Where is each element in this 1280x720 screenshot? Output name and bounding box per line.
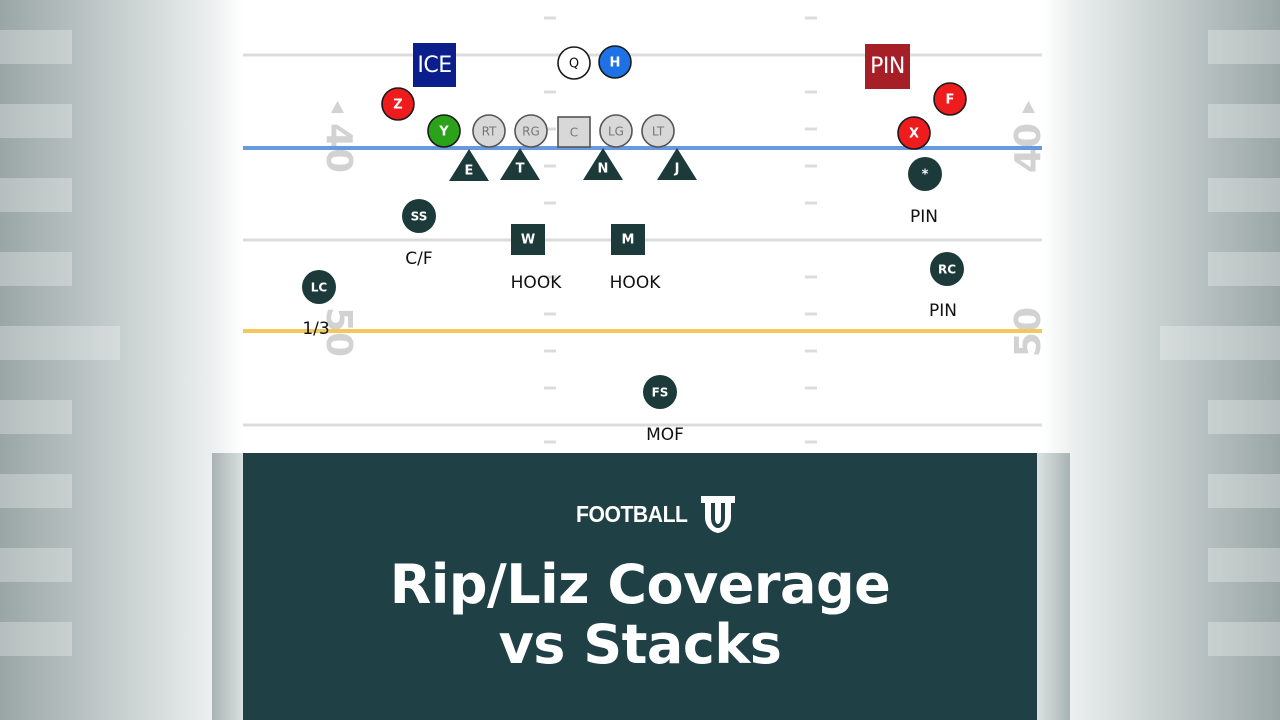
defense-t: T <box>500 148 540 180</box>
svg-text:Q: Q <box>569 57 579 72</box>
offense-rt: RT <box>472 114 506 148</box>
svg-text:LT: LT <box>652 125 665 139</box>
offense-rg: RG <box>514 114 548 148</box>
svg-text:RG: RG <box>522 125 540 139</box>
assignment-w: HOOK <box>510 273 562 293</box>
offense-f: F <box>933 82 967 116</box>
yard-number-left-40: 40 <box>318 101 359 173</box>
svg-text:J: J <box>674 162 680 177</box>
svg-text:SS: SS <box>411 210 428 224</box>
defense-e: E <box>449 149 489 181</box>
svg-text:W: W <box>521 233 535 248</box>
assignment-fs: MOF <box>646 425 684 445</box>
svg-text:C: C <box>570 126 578 140</box>
defense-rc: RC <box>930 252 964 286</box>
assignment-rc: PIN <box>929 301 957 321</box>
right-backdrop <box>1042 0 1280 720</box>
svg-text:LC: LC <box>311 281 328 295</box>
defense-fs: FS <box>643 375 677 409</box>
shield-u-icon: U <box>701 496 736 533</box>
svg-text:RC: RC <box>938 263 956 277</box>
defense-j: J <box>657 148 697 180</box>
offense-h: H <box>598 45 632 79</box>
defense-ss: SS <box>402 199 436 233</box>
yard-number-right-40: 40 <box>1008 101 1042 173</box>
svg-text:Z: Z <box>393 98 402 113</box>
play-diagram-field: 40 50 40 50 Q H Z Y <box>243 0 1042 453</box>
title-banner: FOOTBALL U Rip/Liz Coverage vs Stacks <box>243 453 1037 720</box>
ice-tag: ICE <box>413 43 456 87</box>
svg-text:N: N <box>598 162 609 177</box>
assignment-lc: 1/3 <box>302 319 330 339</box>
defense-m: M <box>611 224 645 255</box>
offense-z: Z <box>381 87 415 121</box>
offense-y: Y <box>427 114 461 148</box>
svg-text:M: M <box>622 233 635 248</box>
defense-w: W <box>511 224 545 255</box>
svg-text:*: * <box>922 168 929 183</box>
svg-text:FS: FS <box>652 386 669 400</box>
defense-star: * <box>908 157 942 191</box>
svg-text:H: H <box>610 56 621 71</box>
defense-n: N <box>583 148 623 180</box>
svg-text:E: E <box>465 164 474 179</box>
svg-text:F: F <box>946 93 955 108</box>
defense-lc: LC <box>302 270 336 304</box>
assignment-m: HOOK <box>609 273 661 293</box>
assignment-ss: C/F <box>405 249 433 269</box>
offense-c: C <box>557 116 591 148</box>
svg-text:RT: RT <box>482 125 497 139</box>
svg-text:T: T <box>516 162 525 177</box>
title-line-1: Rip/Liz Coverage <box>389 553 891 616</box>
assignment-star: PIN <box>910 207 938 227</box>
left-backdrop <box>0 0 243 720</box>
offense-lg: LG <box>599 114 633 148</box>
title-line-2: vs Stacks <box>498 613 782 676</box>
offense-lt: LT <box>641 114 675 148</box>
hash-marks <box>544 16 817 444</box>
offense-x: X <box>897 116 931 150</box>
svg-text:LG: LG <box>608 125 624 139</box>
logo-wordmark: FOOTBALL <box>576 500 688 527</box>
pin-tag: PIN <box>865 44 910 89</box>
offense-q: Q <box>557 46 591 80</box>
svg-text:X: X <box>909 127 919 142</box>
football-u-logo: FOOTBALL U <box>576 493 737 535</box>
svg-text:Y: Y <box>438 125 449 140</box>
